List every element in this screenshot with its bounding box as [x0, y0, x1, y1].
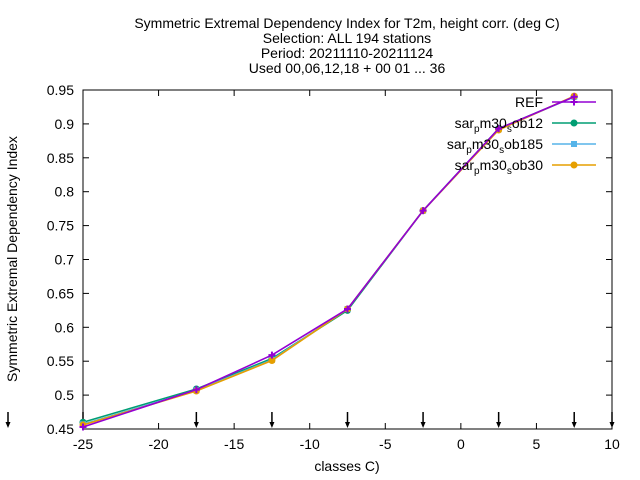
legend-label: REF — [515, 94, 543, 110]
x-tick-label: -25 — [73, 436, 93, 452]
legend-label-part: p — [466, 145, 472, 156]
data-point — [79, 423, 87, 431]
legend-sample — [552, 119, 596, 127]
y-tick-label: 0.8 — [55, 184, 75, 200]
y-tick-label: 0.75 — [47, 218, 74, 234]
y-tick-label: 0.65 — [47, 285, 74, 301]
data-point — [192, 386, 200, 394]
data-point — [344, 305, 351, 313]
x-tick-label: -10 — [300, 436, 320, 452]
x-tick-label: 5 — [533, 436, 541, 452]
legend-label-part: m30 — [480, 115, 507, 131]
legend-label-part: m30 — [480, 157, 507, 173]
class-marker-arrow — [420, 412, 426, 428]
y-tick-label: 0.5 — [55, 387, 75, 403]
legend-label-part: m30 — [472, 136, 499, 152]
x-tick-label: -20 — [148, 436, 168, 452]
legend-label-part: s — [507, 124, 512, 135]
x-axis-label: classes C) — [314, 458, 379, 474]
x-tick-label: -15 — [224, 436, 244, 452]
y-axis-label: Symmetric Extremal Dependency Index — [4, 136, 20, 382]
legend-label: sarpm30sob12 — [455, 115, 544, 135]
class-marker-arrow — [345, 412, 350, 428]
class-marker-arrow — [5, 412, 11, 428]
y-tick-label: 0.55 — [47, 353, 74, 369]
class-marker-arrow — [269, 412, 275, 428]
legend-label-part: ob30 — [512, 157, 543, 173]
legend-label-part: ob185 — [504, 136, 543, 152]
y-tick-label: 0.7 — [55, 252, 75, 268]
data-point — [419, 207, 427, 215]
y-axis-ticks: 0.45 0.5 0.55 0.6 0.65 0.7 0.75 0.8 0.85 0.9 0.95 — [47, 82, 612, 437]
legend-label: sarpm30sob185 — [447, 136, 543, 156]
x-tick-label: 10 — [604, 436, 620, 452]
legend-label-part: s — [499, 145, 504, 156]
x-axis-ticks: -25 -20 -15 -10 -5 0 5 10 — [73, 90, 620, 452]
data-point — [495, 125, 503, 133]
legend-sample — [552, 98, 596, 106]
class-marker-arrow — [571, 412, 577, 428]
legend-label-part: sar — [455, 115, 475, 131]
chart-title: Symmetric Extremal Dependency Index for … — [134, 15, 559, 76]
y-tick-label: 0.45 — [47, 421, 74, 437]
data-point — [268, 357, 276, 365]
legend-sample — [552, 141, 596, 147]
title-line: Symmetric Extremal Dependency Index for … — [134, 15, 559, 31]
series-lines — [79, 92, 578, 431]
legend-label-part: s — [507, 166, 512, 177]
legend-label-part: p — [474, 166, 480, 177]
class-marker-arrow — [609, 412, 615, 428]
legend-sample — [552, 161, 596, 169]
title-line: Used 00,06,12,18 + 00 01 ... 36 — [249, 60, 446, 76]
y-tick-label: 0.9 — [55, 116, 75, 132]
class-marker-arrow — [193, 412, 199, 428]
y-tick-label: 0.6 — [55, 319, 75, 335]
legend-label-part: p — [474, 124, 480, 135]
title-line: Selection: ALL 194 stations — [263, 30, 431, 46]
legend-label-part: sar — [447, 136, 467, 152]
class-marker-arrow — [496, 412, 502, 428]
title-line: Period: 20211110-20211124 — [261, 45, 434, 61]
data-point — [268, 351, 276, 359]
legend-label: sarpm30sob30 — [455, 157, 544, 177]
y-tick-label: 0.95 — [47, 82, 74, 98]
legend-label-part: ob12 — [512, 115, 543, 131]
legend-label-part: sar — [455, 157, 475, 173]
y-tick-label: 0.85 — [47, 150, 74, 166]
x-tick-label: 0 — [457, 436, 465, 452]
x-tick-label: -5 — [379, 436, 392, 452]
